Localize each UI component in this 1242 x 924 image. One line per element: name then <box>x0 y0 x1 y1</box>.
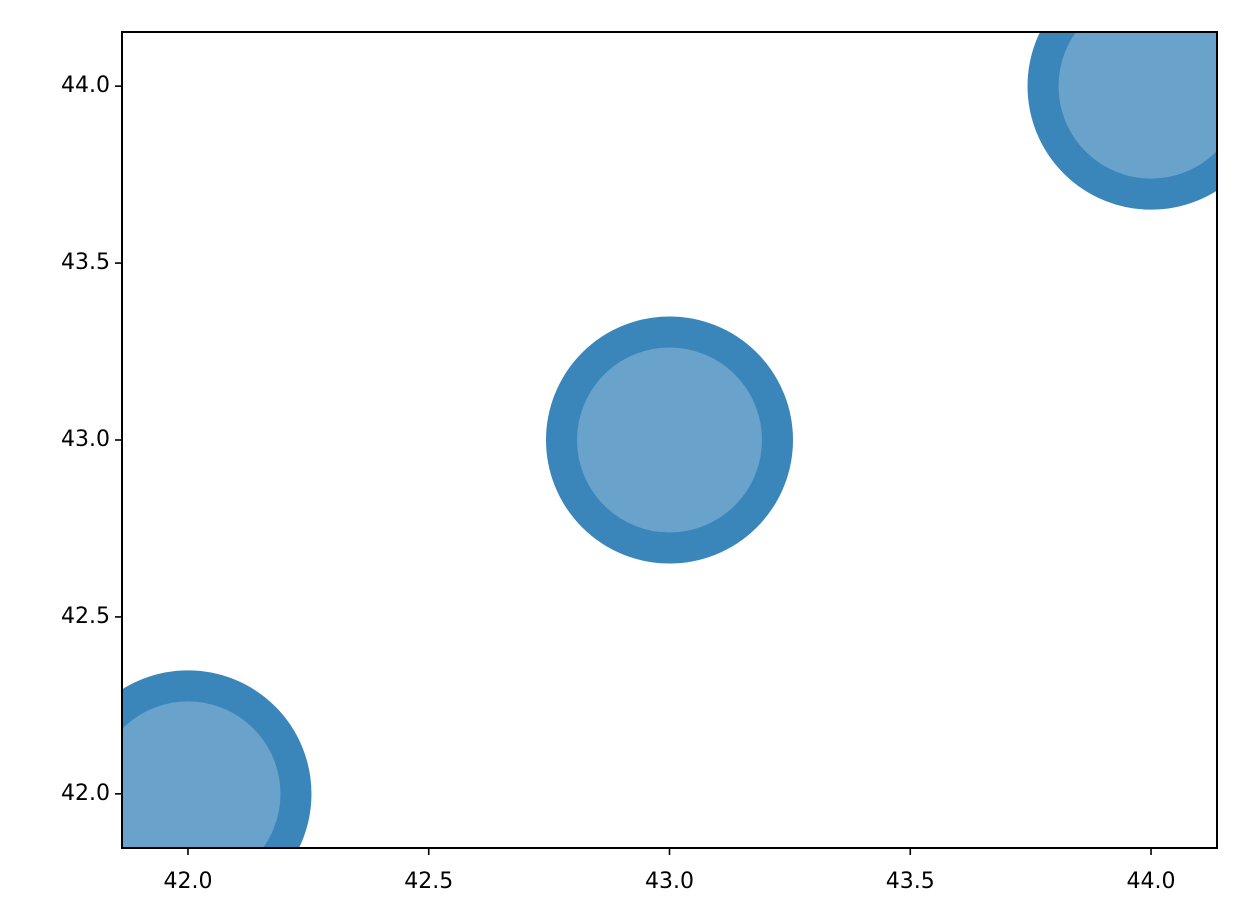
x-tick-label: 44.0 <box>1127 869 1176 894</box>
scatter-point <box>1027 32 1217 210</box>
y-tick-label: 44.0 <box>61 73 110 98</box>
y-tick-label: 42.0 <box>61 781 110 806</box>
y-tick-label: 43.5 <box>61 250 110 275</box>
plot-area <box>122 32 1217 848</box>
x-tick-label: 42.0 <box>163 869 212 894</box>
x-tick-label: 42.5 <box>404 869 453 894</box>
x-tick-label: 43.5 <box>886 869 935 894</box>
scatter-point <box>122 670 312 848</box>
scatter-point <box>546 316 793 564</box>
y-tick-label: 42.5 <box>61 604 110 629</box>
y-tick-label: 43.0 <box>61 427 110 452</box>
x-tick-label: 43.0 <box>645 869 694 894</box>
